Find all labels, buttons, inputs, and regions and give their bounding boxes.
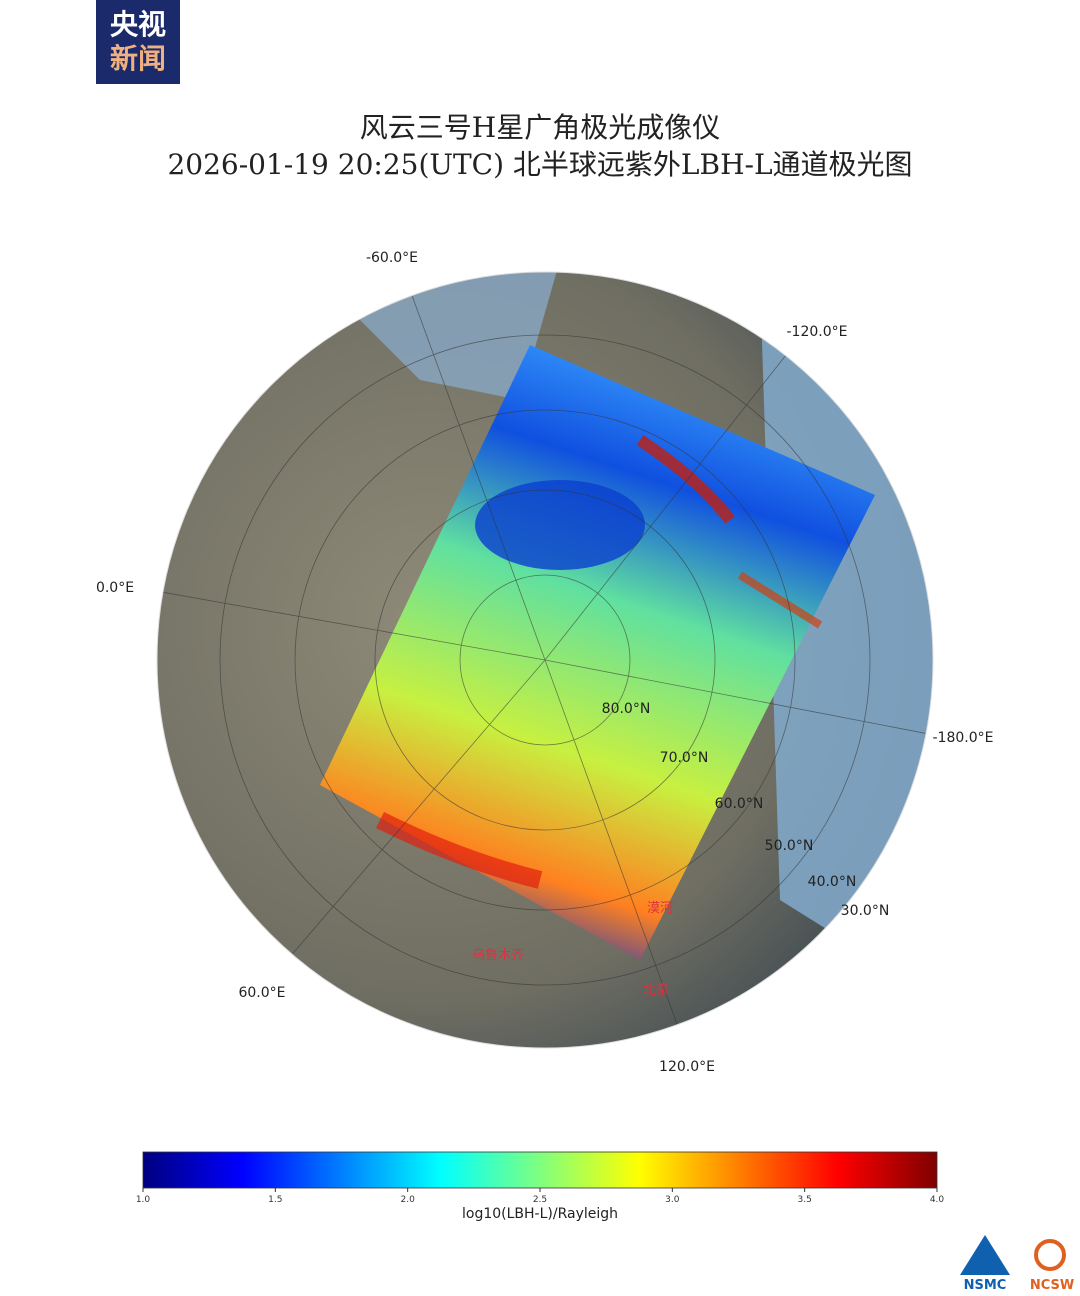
latitude-label: 70.0°N [660,750,709,766]
graticule [219,334,871,986]
colorbar-tick-label: 1.5 [268,1195,282,1205]
colorbar-label: log10(LBH-L)/Rayleigh [462,1206,618,1222]
logo-text: 央视 [110,8,166,41]
colorbar-tick-label: 4.0 [930,1195,945,1205]
subtitle: 2026-01-19 20:25(UTC) 北半球远紫外LBH-L通道极光图 [167,148,912,181]
colorbar-tick-label: 2.0 [401,1195,416,1205]
latitude-label: 50.0°N [765,838,814,854]
longitude-label: -120.0°E [787,324,848,340]
nsmc-logo [960,1235,1010,1275]
latitude-label: 80.0°N [602,701,651,717]
longitude-label: 120.0°E [659,1059,715,1075]
logo-box [96,0,180,84]
meridian [544,659,691,1048]
meridian [544,659,933,741]
city-label: 漠河 [647,901,673,916]
colorbar-tick-label: 1.0 [136,1195,151,1205]
longitude-label: -60.0°E [366,250,418,266]
nsmc-text: NSMC [964,1278,1007,1293]
longitude-label: 60.0°E [238,985,285,1001]
latitude-label: 40.0°N [808,874,857,890]
meridian [544,349,791,661]
city-label: 北京 [643,983,669,998]
globe [157,272,933,1048]
city-label: 乌鲁木齐 [472,947,524,963]
colorbar-tick-label: 3.5 [798,1195,812,1205]
latitude-label: 30.0°N [841,903,890,919]
longitude-label: -180.0°E [933,730,994,746]
graticule [294,409,796,911]
meridian [157,589,546,661]
title: 风云三号H星广角极光成像仪 [360,111,720,144]
meridian [269,659,546,981]
longitude-label: 0.0°E [96,580,134,596]
ncsw-text: NCSW [1030,1278,1074,1293]
graticule [459,574,631,746]
ncsw-logo [1034,1239,1066,1271]
graticule [374,489,716,831]
meridian [409,289,546,661]
colorbar-tick-label: 2.5 [533,1195,547,1205]
colorbar-tick-label: 3.0 [665,1195,680,1205]
logo-text: 新闻 [110,42,166,75]
colorbar [142,1151,938,1189]
latitude-label: 60.0°N [715,796,764,812]
